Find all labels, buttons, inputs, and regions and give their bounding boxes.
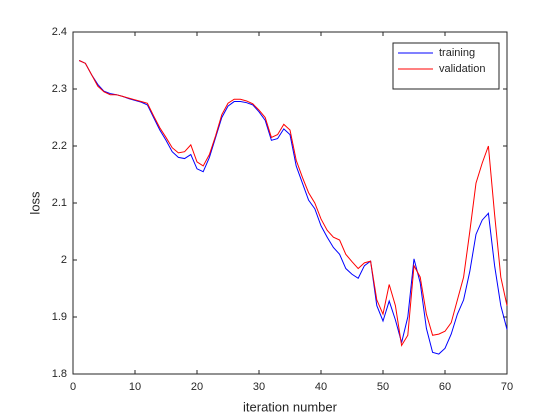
axes-box <box>72 31 508 375</box>
x-tick-label: 50 <box>377 381 389 393</box>
y-axis-label: loss <box>27 191 42 215</box>
x-tick-label: 30 <box>253 381 265 393</box>
x-tick-label: 40 <box>315 381 327 393</box>
y-tick-label: 2.1 <box>52 197 67 209</box>
y-tick-label: 1.8 <box>52 368 67 380</box>
legend-box <box>392 42 500 90</box>
y-tick-label: 2.3 <box>52 83 67 95</box>
legend-label: validation <box>439 63 485 75</box>
x-tick-label: 20 <box>191 381 203 393</box>
x-tick-label: 70 <box>501 381 513 393</box>
x-tick-label: 10 <box>129 381 141 393</box>
y-tick-label: 2.2 <box>52 140 67 152</box>
x-tick-label: 0 <box>70 381 76 393</box>
y-tick-label: 2.4 <box>52 26 67 38</box>
x-tick-label: 60 <box>439 381 451 393</box>
y-tick-label: 1.9 <box>52 311 67 323</box>
legend-label: training <box>439 47 475 59</box>
line <box>78 60 508 355</box>
y-tick-label: 2 <box>61 254 67 266</box>
x-axis-label: iteration number <box>243 399 338 414</box>
line <box>78 60 508 347</box>
